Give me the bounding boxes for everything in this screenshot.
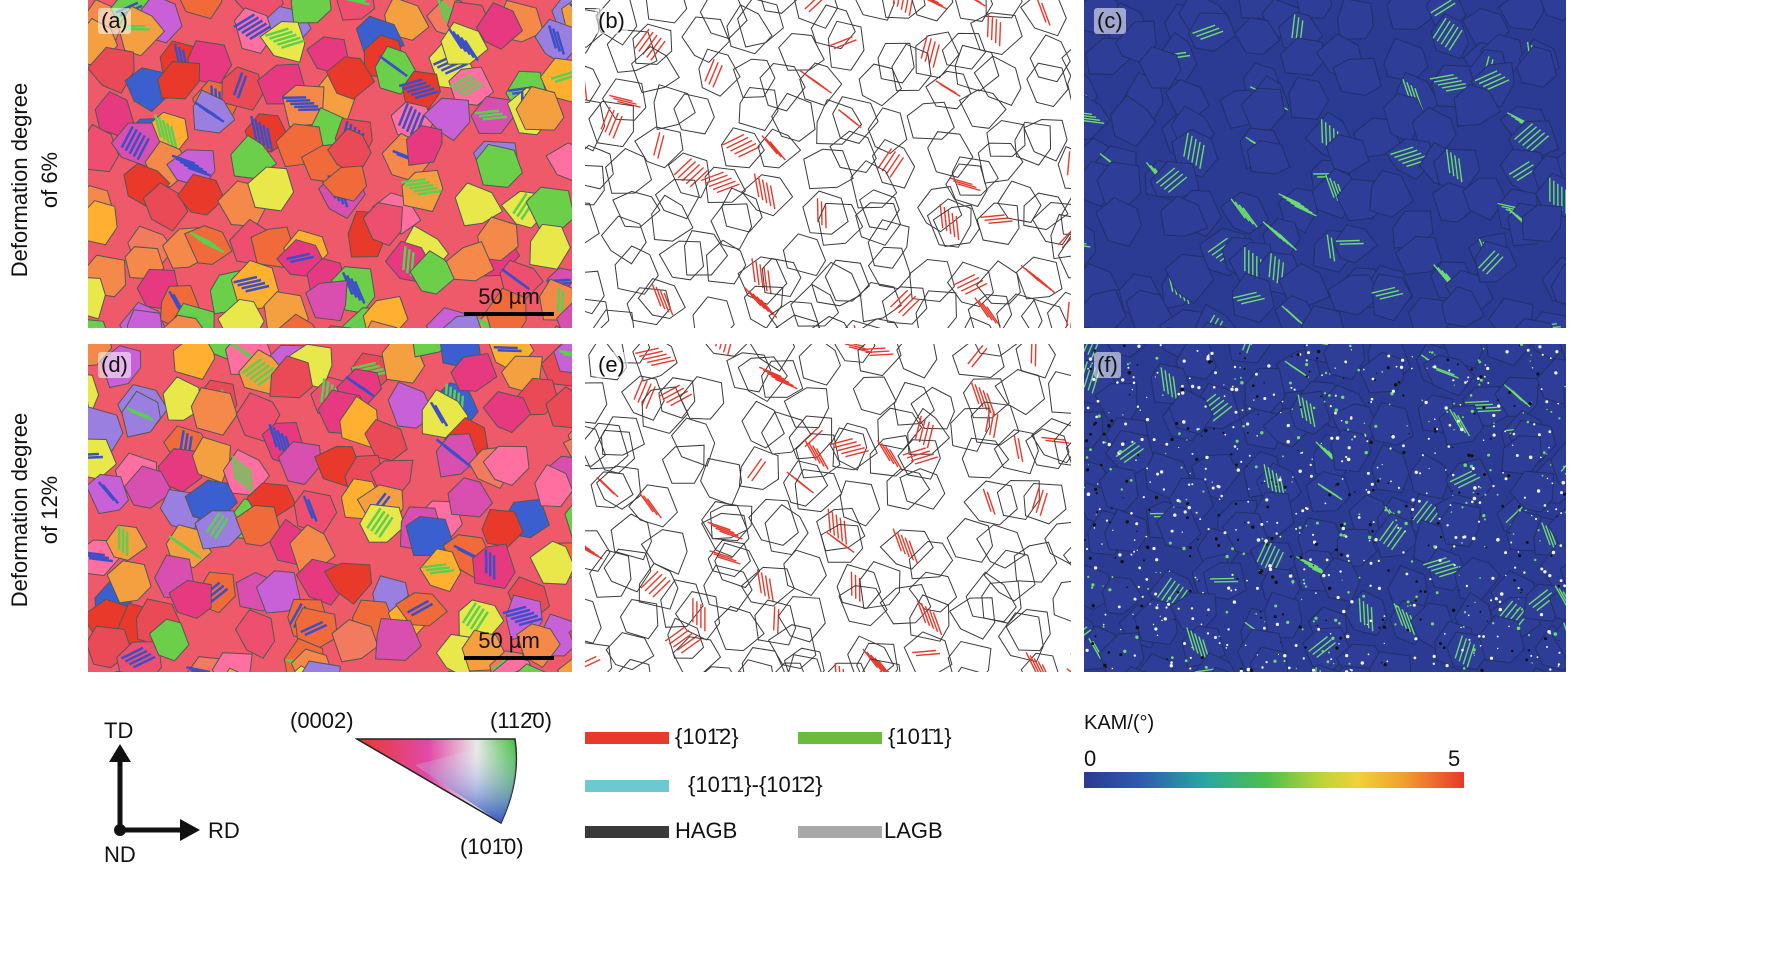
row-label-12-line1: Deformation degree [7, 412, 32, 608]
ipf-corner-10-10: (101̄0) [460, 834, 524, 859]
legend-label-1011: {101̄1} [888, 724, 952, 749]
panel-e-boundary-map: (e) [585, 344, 1071, 672]
row-label-6-line1: Deformation degree [7, 82, 32, 278]
panel-label-b: (b) [595, 8, 628, 34]
scalebar-d-label: 50 µm [478, 628, 540, 653]
panel-f-kam-map: (f) [1084, 344, 1566, 672]
kam-colorbar [1084, 772, 1464, 788]
row-label-6-line2: of 6% [37, 151, 62, 209]
boundary-map-12 [585, 344, 1071, 672]
axes-triad [109, 744, 200, 841]
scalebar-a-label: 50 µm [478, 284, 540, 309]
ipf-map-12 [88, 344, 572, 672]
kam-map-6 [1084, 0, 1566, 328]
axis-td-label: TD [104, 718, 134, 743]
panel-label-f: (f) [1094, 352, 1121, 378]
scalebar-a-bar [464, 312, 554, 316]
boundary-map-6 [585, 0, 1071, 328]
kam-max-label: 5 [1448, 746, 1461, 771]
kam-title: KAM/(°) [1084, 712, 1155, 734]
ipf-color-key [355, 738, 518, 825]
kam-map-12 [1084, 344, 1566, 672]
panel-d-ipf-map: (d) 50 µm [88, 344, 572, 672]
axis-nd-label: ND [104, 842, 136, 867]
legend-label-lagb: LAGB [884, 818, 943, 843]
ipf-corner-11-20: (112̄0) [490, 708, 552, 733]
legend-swatch-hagb [585, 826, 669, 838]
legend-swatch-1011-1012 [585, 780, 669, 792]
row-label-12: Deformation degree of 12% [5, 380, 65, 640]
row-label-12-line2: of 12% [37, 475, 62, 545]
legend-label-1011-1012: {101̄1}-{101̄2} [688, 772, 823, 797]
scalebar-d-bar [464, 656, 554, 660]
scalebar-a: 50 µm [464, 284, 554, 316]
legend-label-hagb: HAGB [675, 818, 738, 843]
panel-label-c: (c) [1094, 8, 1126, 34]
scalebar-d: 50 µm [464, 628, 554, 660]
panel-label-e: (e) [595, 352, 628, 378]
panel-label-d: (d) [98, 352, 131, 378]
legend-swatch-1012 [585, 732, 669, 744]
row-label-6: Deformation degree of 6% [5, 50, 65, 310]
ipf-map-6 [88, 0, 572, 328]
kam-min-label: 0 [1084, 746, 1097, 771]
panel-b-boundary-map: (b) [585, 0, 1071, 328]
legend-label-1012: {101̄2} [675, 724, 739, 749]
legend-swatch-1011 [798, 732, 882, 744]
panel-a-ipf-map: (a) 50 µm [88, 0, 572, 328]
panel-c-kam-map: (c) [1084, 0, 1566, 328]
panel-label-a: (a) [98, 8, 131, 34]
axis-rd-label: RD [208, 818, 240, 843]
legend-swatch-lagb [798, 826, 882, 838]
ipf-corner-0002: (0002) [290, 708, 354, 733]
